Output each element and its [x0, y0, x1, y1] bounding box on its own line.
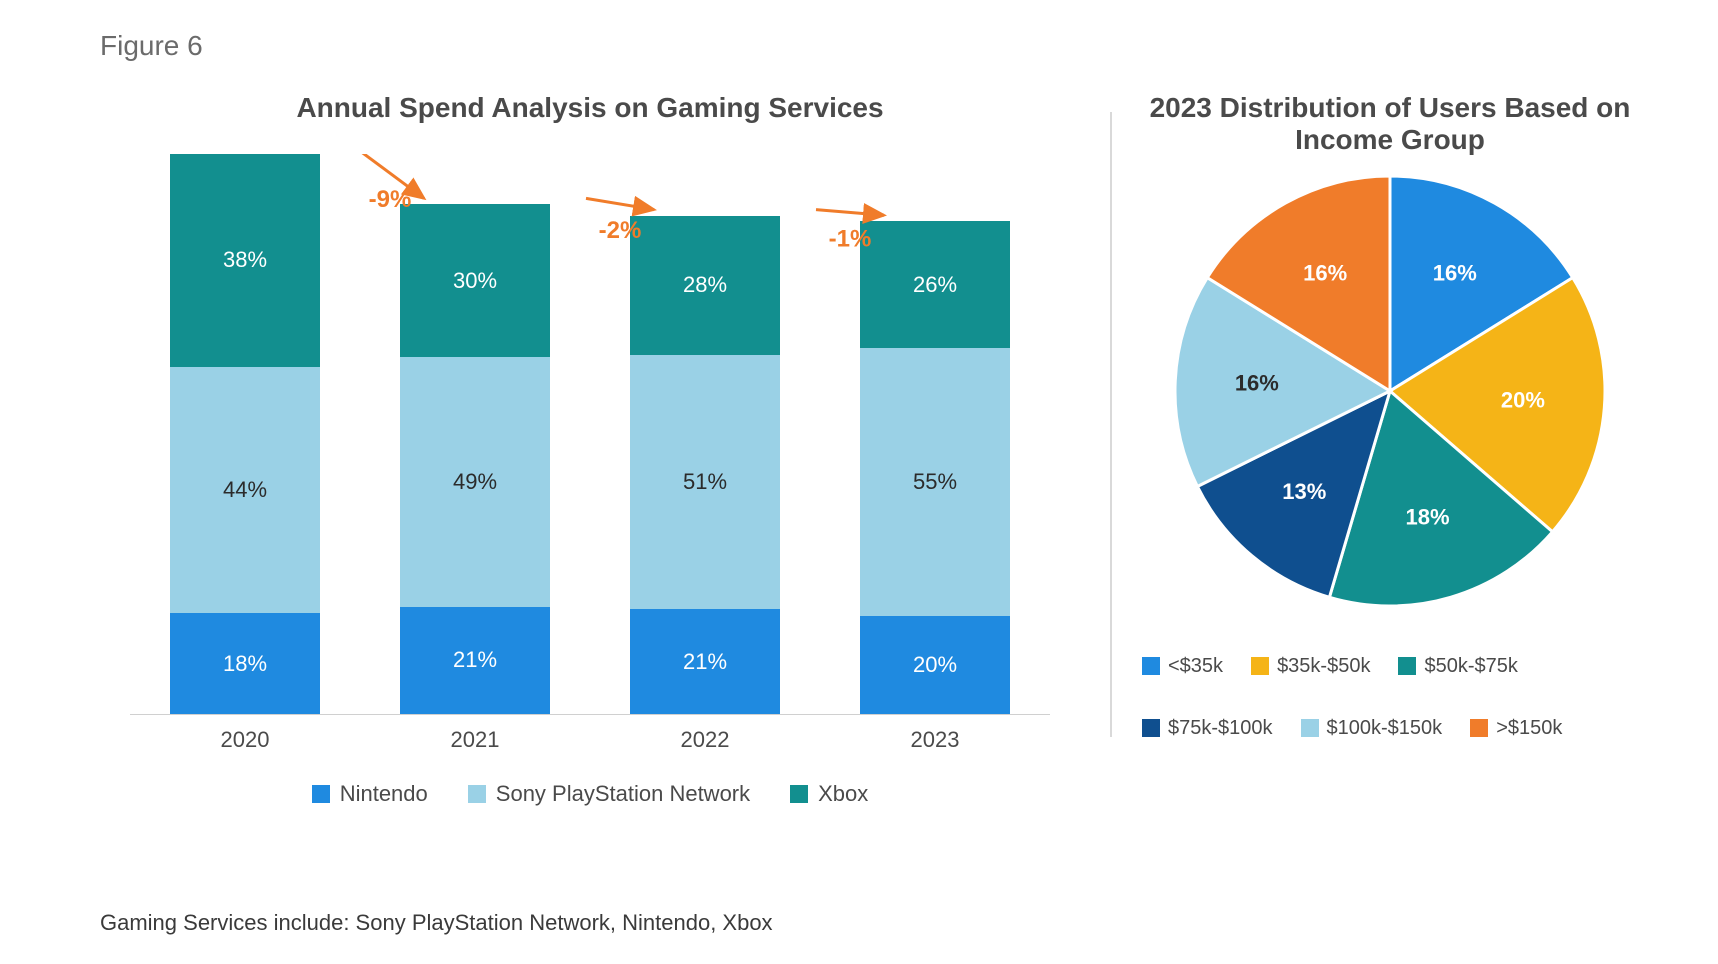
legend-label: Nintendo: [340, 781, 428, 807]
bar-segment: 21%: [400, 607, 550, 714]
figure-label: Figure 6: [100, 30, 1638, 62]
x-axis-label: 2021: [400, 727, 550, 753]
pie-svg: 16% 20% 18% 13% 16% 16%: [1165, 166, 1615, 616]
bar-column: 21%49%30%: [400, 204, 550, 714]
legend-swatch: [1470, 719, 1488, 737]
pie-slice-label: 16%: [1235, 370, 1279, 395]
bar-chart-legend: Nintendo Sony PlayStation Network Xbox: [100, 781, 1080, 807]
bar-segment: 30%: [400, 204, 550, 357]
legend-item: >$150k: [1470, 708, 1562, 748]
bar-chart-panel: Annual Spend Analysis on Gaming Services…: [100, 82, 1080, 807]
bar-segment: 55%: [860, 348, 1010, 616]
legend-swatch: [1142, 657, 1160, 675]
x-axis-label: 2023: [860, 727, 1010, 753]
bar-chart-title: Annual Spend Analysis on Gaming Services: [100, 92, 1080, 124]
pie-chart-plot: 16% 20% 18% 13% 16% 16%: [1142, 166, 1638, 616]
legend-item: $75k-$100k: [1142, 708, 1273, 748]
legend-item: <$35k: [1142, 646, 1223, 686]
bar-segment: 28%: [630, 216, 780, 356]
bar-chart-x-axis: 2020 2021 2022 2023: [130, 727, 1050, 753]
bar-segment: 38%: [170, 154, 320, 367]
legend-label: >$150k: [1496, 708, 1562, 748]
legend-swatch: [312, 785, 330, 803]
pie-chart-legend: <$35k $35k-$50k $50k-$75k $75k-$100k $100k-$…: [1142, 646, 1638, 748]
legend-item: Sony PlayStation Network: [468, 781, 750, 807]
bar-column: 20%55%26%: [860, 221, 1010, 714]
legend-label: $50k-$75k: [1424, 646, 1517, 686]
x-axis-label: 2020: [170, 727, 320, 753]
pie-chart-title: 2023 Distribution of Users Based on Inco…: [1142, 92, 1638, 156]
pie-slice-label: 20%: [1501, 387, 1545, 412]
footnote: Gaming Services include: Sony PlayStatio…: [100, 910, 773, 936]
legend-swatch: [1251, 657, 1269, 675]
panel-divider: [1110, 112, 1112, 737]
legend-label: <$35k: [1168, 646, 1223, 686]
panels: Annual Spend Analysis on Gaming Services…: [100, 82, 1638, 807]
pie-slice-label: 16%: [1303, 260, 1347, 285]
bar-column: 21%51%28%: [630, 216, 780, 714]
legend-label: $100k-$150k: [1327, 708, 1443, 748]
legend-item: Xbox: [790, 781, 868, 807]
bar-segment: 26%: [860, 221, 1010, 348]
pie-slice-label: 16%: [1433, 260, 1477, 285]
legend-swatch: [1142, 719, 1160, 737]
bar-segment: 44%: [170, 367, 320, 613]
legend-label: $35k-$50k: [1277, 646, 1370, 686]
bar-segment: 20%: [860, 616, 1010, 714]
bar-segment: 51%: [630, 355, 780, 609]
legend-swatch: [468, 785, 486, 803]
legend-swatch: [790, 785, 808, 803]
bar-chart-plot: 18%44%38%21%49%30%21%51%28%20%55%26% -9%…: [130, 154, 1050, 715]
legend-label: Sony PlayStation Network: [496, 781, 750, 807]
legend-swatch: [1301, 719, 1319, 737]
legend-item: Nintendo: [312, 781, 428, 807]
bar-segment: 49%: [400, 357, 550, 607]
pie-slice-label: 18%: [1406, 505, 1450, 530]
legend-label: $75k-$100k: [1168, 708, 1273, 748]
pie-slice-label: 13%: [1282, 479, 1326, 504]
pie-chart-panel: 2023 Distribution of Users Based on Inco…: [1142, 82, 1638, 807]
legend-item: $100k-$150k: [1301, 708, 1443, 748]
bar-segment: 18%: [170, 613, 320, 714]
figure-container: Figure 6 Annual Spend Analysis on Gaming…: [0, 0, 1718, 964]
x-axis-label: 2022: [630, 727, 780, 753]
legend-item: $50k-$75k: [1398, 646, 1517, 686]
legend-label: Xbox: [818, 781, 868, 807]
legend-item: $35k-$50k: [1251, 646, 1370, 686]
bar-column: 18%44%38%: [170, 154, 320, 714]
legend-swatch: [1398, 657, 1416, 675]
bar-segment: 21%: [630, 609, 780, 714]
